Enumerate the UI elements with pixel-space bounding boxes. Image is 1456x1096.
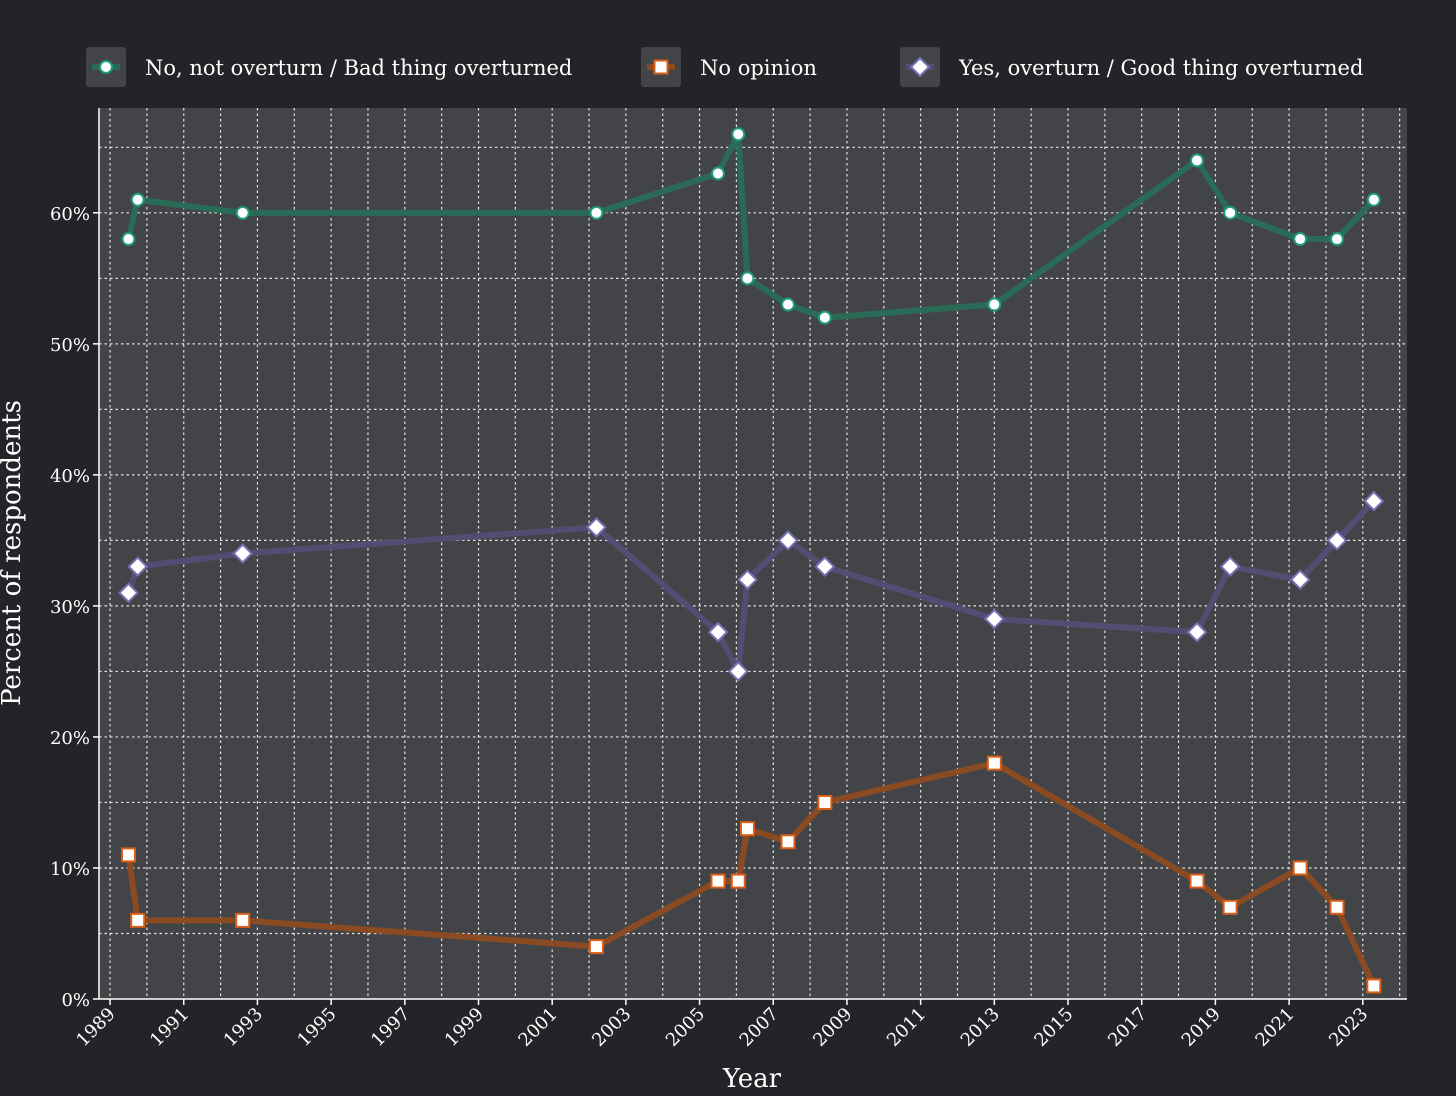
data-point	[235, 912, 251, 928]
x-tick-label: 2019	[1178, 1004, 1225, 1051]
data-point	[1293, 232, 1308, 247]
data-point	[817, 310, 832, 325]
legend-marker	[653, 59, 669, 75]
data-point	[710, 873, 726, 889]
x-tick-label: 2007	[736, 1004, 783, 1051]
y-tick-label: 0%	[61, 990, 90, 1011]
data-point	[1189, 153, 1204, 168]
y-tick-label: 40%	[50, 466, 90, 487]
x-tick-label: 2023	[1325, 1004, 1372, 1051]
data-point	[232, 543, 254, 564]
legend-label: No, not overturn / Bad thing overturned	[145, 56, 572, 80]
data-point	[120, 847, 136, 863]
data-point	[814, 556, 836, 578]
data-point	[1289, 569, 1311, 591]
legend-marker	[99, 60, 113, 74]
x-tick-label: 2013	[957, 1004, 1004, 1051]
data-point	[127, 556, 149, 578]
x-axis-title: Year	[722, 1064, 782, 1092]
data-point	[1219, 556, 1241, 578]
x-tick-label: 1997	[367, 1004, 414, 1051]
data-point	[235, 205, 250, 220]
data-point	[1366, 978, 1382, 994]
data-point	[739, 821, 755, 837]
data-point	[1292, 860, 1308, 876]
data-point	[1189, 873, 1205, 889]
x-tick-label: 2009	[809, 1004, 856, 1051]
data-point	[1366, 192, 1381, 207]
legend-item-2: Yes, overturn / Good thing overturned	[900, 47, 1363, 87]
data-point	[740, 271, 755, 286]
x-tick-label: 1991	[146, 1004, 193, 1051]
data-point	[817, 794, 833, 810]
data-point	[737, 569, 758, 591]
data-point	[777, 529, 799, 551]
plot-area	[99, 108, 1407, 999]
data-point	[118, 582, 139, 604]
data-point	[1222, 899, 1238, 915]
data-point	[727, 661, 749, 682]
x-tick-label: 1999	[441, 1004, 488, 1051]
data-point	[730, 873, 746, 889]
data-point	[1186, 621, 1208, 643]
x-tick-label: 2021	[1251, 1004, 1298, 1051]
legend-marker	[909, 56, 931, 78]
legend: No, not overturn / Bad thing overturned N…	[86, 47, 1363, 87]
data-point	[130, 192, 145, 207]
x-tick-label: 1995	[293, 1004, 340, 1051]
data-point	[983, 608, 1005, 630]
data-point	[130, 912, 146, 928]
x-tick-label: 2015	[1030, 1004, 1077, 1051]
x-tick-label: 2017	[1104, 1004, 1151, 1051]
data-point	[1363, 490, 1385, 512]
legend-label: Yes, overturn / Good thing overturned	[958, 56, 1363, 80]
data-point	[781, 297, 796, 312]
x-tick-label: 2005	[662, 1004, 709, 1051]
data-point	[585, 516, 607, 538]
series-1	[120, 755, 1382, 994]
data-point	[707, 621, 729, 643]
series-2	[118, 490, 1385, 682]
x-tick-label: 1993	[220, 1004, 267, 1051]
x-tick-label: 2011	[883, 1004, 930, 1051]
data-point	[589, 205, 604, 220]
data-point	[710, 166, 725, 181]
x-tick-label: 2001	[514, 1004, 561, 1051]
y-axis-title: Percent of respondents	[0, 400, 27, 706]
data-point	[588, 939, 604, 955]
data-point	[1326, 529, 1348, 551]
legend-item-0: No, not overturn / Bad thing overturned	[86, 47, 572, 87]
data-point	[1329, 232, 1344, 247]
x-tick-label: 2003	[588, 1004, 635, 1051]
series-0	[121, 127, 1381, 325]
y-tick-label: 20%	[50, 728, 90, 749]
y-tick-label: 30%	[50, 597, 90, 618]
data-point	[780, 834, 796, 850]
y-tick-label: 10%	[50, 859, 90, 880]
data-point	[731, 127, 746, 142]
grid	[99, 108, 1407, 999]
data-point	[1223, 205, 1238, 220]
data-point	[121, 232, 136, 247]
y-tick-label: 60%	[50, 204, 90, 225]
y-tick-label: 50%	[50, 335, 90, 356]
data-point	[1329, 899, 1345, 915]
data-point	[986, 755, 1002, 771]
legend-label: No opinion	[700, 56, 817, 80]
legend-item-1: No opinion	[641, 47, 817, 87]
series-layer	[118, 127, 1385, 994]
data-point	[987, 297, 1002, 312]
